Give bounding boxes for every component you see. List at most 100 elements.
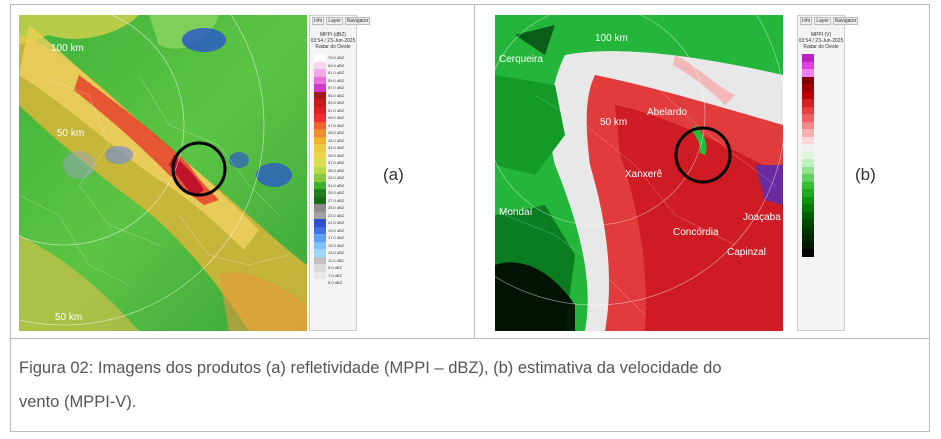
scale-swatch: [314, 256, 326, 264]
figure-caption: Figura 02: Imagens dos produtos (a) refl…: [19, 351, 919, 419]
place-joacaba: Joaçaba: [743, 212, 781, 223]
scale-swatch: [314, 129, 326, 137]
reflectivity-colorbar: Info Layer Navigator MPPI (dBZ) 03:54 / …: [309, 15, 371, 331]
place-capinzal: Capinzal: [727, 247, 766, 258]
scale-swatch: [802, 196, 814, 204]
tab-layer-b[interactable]: Layer: [814, 17, 831, 25]
scale-row: 5.0 dBZ: [314, 279, 354, 287]
scale-swatch: [314, 84, 326, 92]
scale-swatch: [802, 91, 814, 99]
panel-a: 100 km 50 km 50 km Info Layer Navigator …: [19, 15, 404, 331]
caption-line-1: Figura 02: Imagens dos produtos (a) refl…: [19, 359, 722, 377]
scale-value: 23.0 dBZ: [328, 212, 345, 218]
scale-row: 55.0 dBZ: [314, 91, 354, 99]
scale-value: 19.0 dBZ: [328, 227, 345, 233]
scale-value: 15.0 dBZ: [328, 242, 345, 248]
scale-swatch: [802, 219, 814, 227]
scale-value: 63.0 dBZ: [328, 62, 345, 68]
scale-swatch: [314, 121, 326, 129]
scale-row: 49.0 dBZ: [314, 114, 354, 122]
scale-row: 11.0 dBZ: [314, 256, 354, 264]
column-divider: [474, 5, 475, 338]
storm-highlight-circle: [171, 141, 227, 197]
ring-label-50km-b: 50 km: [600, 117, 627, 128]
scale-row: 53.0 dBZ: [314, 99, 354, 107]
scale-value: 55.0 dBZ: [328, 92, 345, 98]
scale-value: 25.0 dBZ: [328, 205, 345, 211]
scale-value: 21.0 dBZ: [328, 220, 345, 226]
scale-value: 31.0 dBZ: [328, 182, 345, 188]
scale-swatch: [314, 166, 326, 174]
scale-row: [802, 69, 842, 77]
scale-swatch: [802, 114, 814, 122]
scale-row: [802, 166, 842, 174]
scale-swatch: [802, 234, 814, 242]
tab-info[interactable]: Info: [312, 17, 325, 25]
scale-row: 23.0 dBZ: [314, 211, 354, 219]
scale-value: 51.0 dBZ: [328, 107, 345, 113]
tab-navigator[interactable]: Navigator: [344, 17, 371, 25]
panel-a-label: (a): [383, 165, 404, 184]
scale-value: 7.0 dBZ: [328, 272, 343, 278]
scale-swatch: [314, 144, 326, 152]
scale-swatch: [314, 91, 326, 99]
scale-row: 17.0 dBZ: [314, 234, 354, 242]
scale-row: [802, 159, 842, 167]
tab-info-b[interactable]: Info: [800, 17, 813, 25]
tab-navigator-b[interactable]: Navigator: [832, 17, 859, 25]
ring-label-100km: 100 km: [51, 43, 84, 54]
scale-row: [802, 114, 842, 122]
scale-swatch: [314, 136, 326, 144]
scale-swatch: [314, 99, 326, 107]
scale-swatch: [314, 189, 326, 197]
scale-row: 27.0 dBZ: [314, 196, 354, 204]
tab-layer[interactable]: Layer: [326, 17, 343, 25]
scale-swatch: [314, 106, 326, 114]
scale-swatch: [802, 226, 814, 234]
velocity-scale: [802, 54, 842, 257]
scale-row: 39.0 dBZ: [314, 151, 354, 159]
scale-row: [802, 91, 842, 99]
scale-swatch: [314, 219, 326, 227]
scale-swatch: [314, 211, 326, 219]
scale-swatch: [802, 69, 814, 77]
scale-row: 9.0 dBZ: [314, 264, 354, 272]
caption-line-2: vento (MPPI-V).: [19, 393, 137, 411]
scale-row: [802, 219, 842, 227]
scale-row: [802, 174, 842, 182]
scale-row: 15.0 dBZ: [314, 241, 354, 249]
scale-row: [802, 189, 842, 197]
dbz-scale: 75.0 dBZ 63.0 dBZ 61.0 dBZ 59.0 dBZ 57.0 dBZ…: [314, 54, 354, 287]
place-mondai: Mondaí: [499, 207, 533, 218]
scale-swatch: [802, 99, 814, 107]
product-time: 03:54 / 23-Jun-2025: [310, 38, 356, 44]
panel-b-label: (b): [855, 165, 876, 184]
scale-row: [802, 234, 842, 242]
scale-row: 31.0 dBZ: [314, 181, 354, 189]
place-concordia: Concórdia: [673, 227, 719, 238]
scale-swatch: [802, 181, 814, 189]
ring-label-100km-b: 100 km: [595, 33, 628, 44]
scale-swatch: [314, 249, 326, 257]
scale-row: [802, 144, 842, 152]
scale-swatch: [314, 241, 326, 249]
scale-swatch: [314, 264, 326, 272]
scale-row: [802, 121, 842, 129]
scale-value: 13.0 dBZ: [328, 250, 345, 256]
scale-swatch: [802, 61, 814, 69]
scale-value: 29.0 dBZ: [328, 190, 345, 196]
scale-value: 61.0 dBZ: [328, 70, 345, 76]
scale-value: 39.0 dBZ: [328, 152, 345, 158]
figure-table: 100 km 50 km 50 km Info Layer Navigator …: [10, 4, 930, 432]
scale-swatch: [802, 166, 814, 174]
caption-divider: [11, 338, 929, 339]
scale-swatch: [314, 61, 326, 69]
scale-row: 13.0 dBZ: [314, 249, 354, 257]
scale-row: [802, 136, 842, 144]
scale-row: [802, 106, 842, 114]
scale-row: 21.0 dBZ: [314, 219, 354, 227]
scale-row: [802, 196, 842, 204]
scale-swatch: [314, 271, 326, 279]
scale-value: 43.0 dBZ: [328, 137, 345, 143]
ring-label-50km-bottom: 50 km: [55, 312, 82, 323]
